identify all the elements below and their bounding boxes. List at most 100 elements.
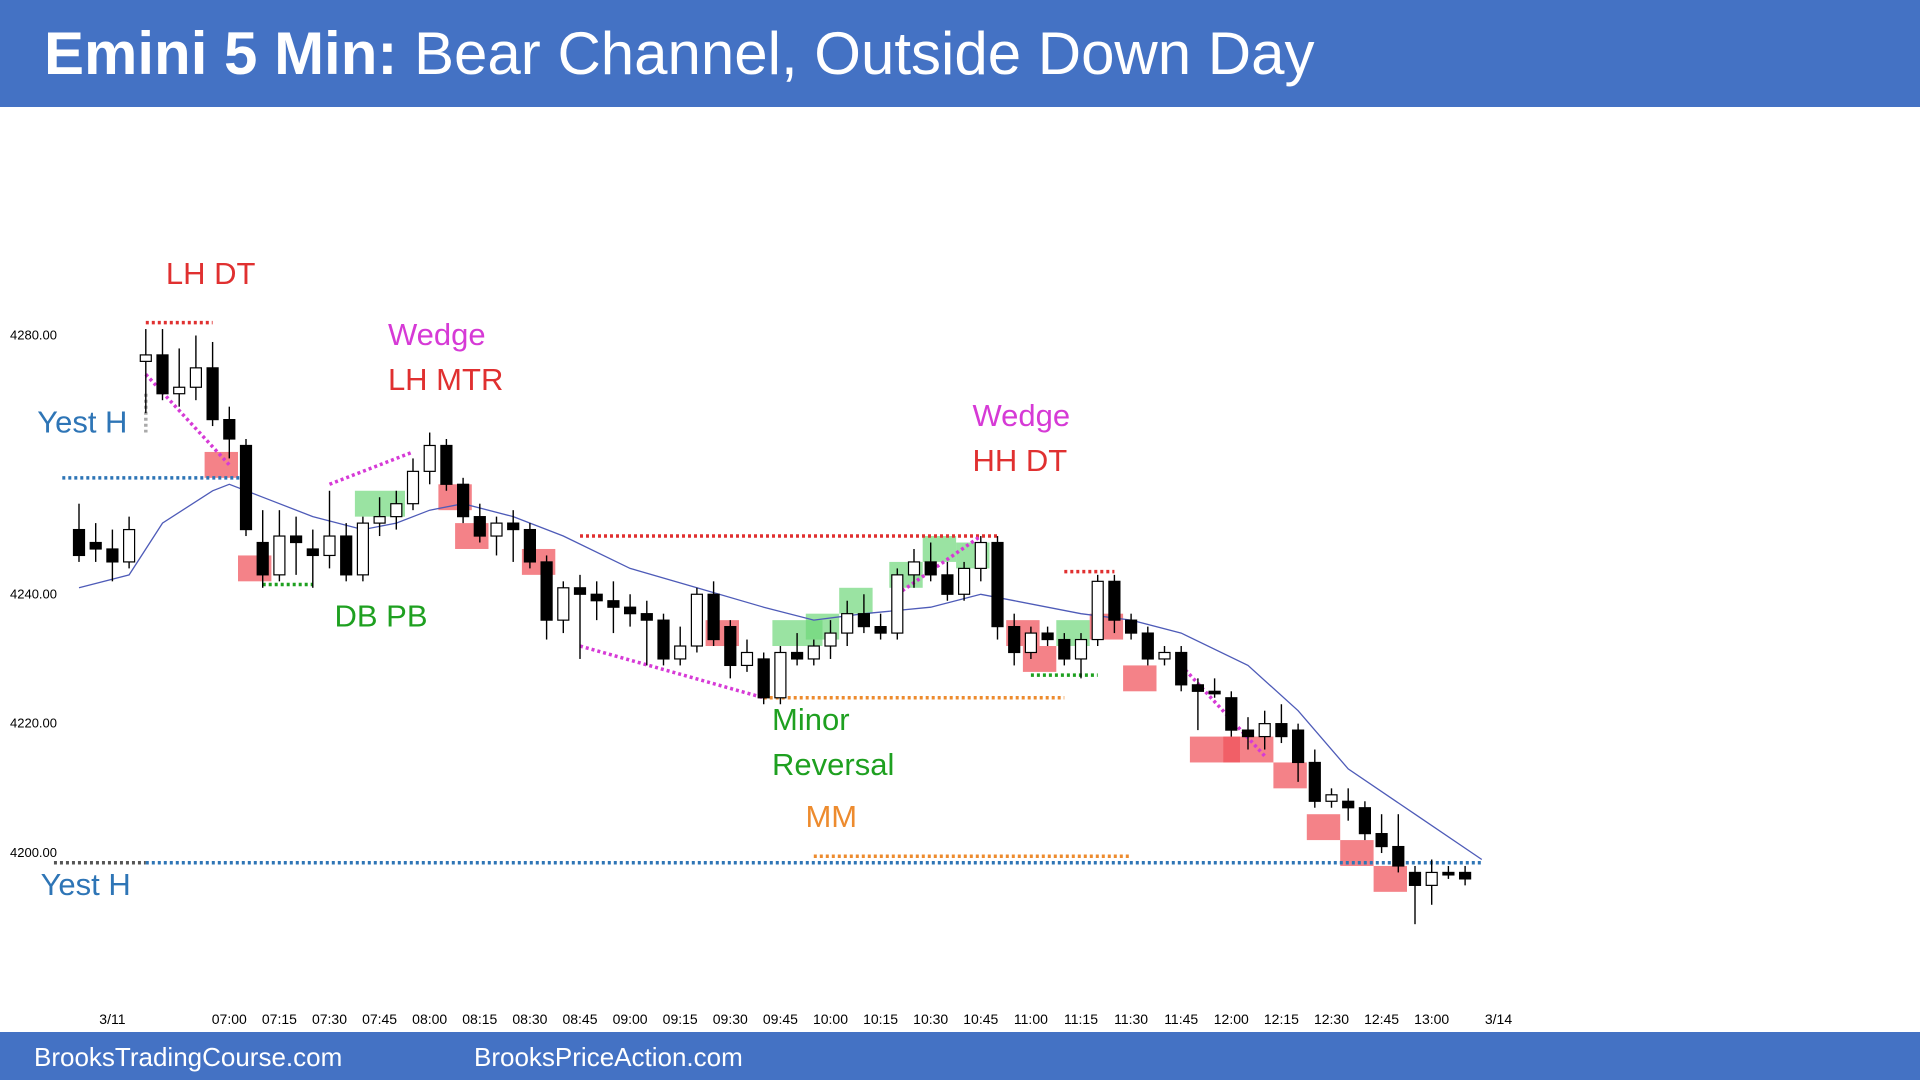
bear-candle-0 bbox=[72, 528, 86, 557]
bear-candle-41 bbox=[757, 658, 770, 699]
bull-candle-25 bbox=[490, 522, 503, 537]
x-tick-label-4: 07:45 bbox=[362, 1011, 397, 1027]
annotation-3-line-0: DB PB bbox=[335, 599, 428, 634]
bear-candle-70 bbox=[1241, 729, 1255, 738]
x-tick-label-1: 07:00 bbox=[212, 1011, 247, 1027]
bear-signal-box-0 bbox=[204, 451, 238, 478]
bull-candle-53 bbox=[957, 567, 971, 595]
bull-candle-40 bbox=[740, 651, 754, 667]
footer-banner: BrooksTradingCourse.com BrooksPriceActio… bbox=[0, 1032, 1920, 1080]
bull-candle-18 bbox=[373, 516, 386, 524]
bear-candle-28 bbox=[540, 561, 553, 621]
bull-candle-6 bbox=[173, 386, 186, 395]
bull-candle-65 bbox=[1158, 651, 1171, 660]
bull-candle-19 bbox=[390, 503, 403, 518]
bear-candle-56 bbox=[1008, 626, 1021, 654]
annotation-1-line-1: LH MTR bbox=[388, 362, 503, 397]
bull-candle-20 bbox=[406, 470, 420, 505]
x-tick-label-6: 08:15 bbox=[462, 1011, 497, 1027]
bear-candle-79 bbox=[1392, 845, 1405, 867]
bear-candle-9 bbox=[223, 419, 236, 440]
x-tick-label-16: 10:45 bbox=[963, 1011, 998, 1027]
page-title: Emini 5 Min: Bear Channel, Outside Down … bbox=[44, 20, 1315, 88]
x-tick-label-10: 09:15 bbox=[663, 1011, 698, 1027]
bear-candle-14 bbox=[306, 548, 319, 557]
bull-candle-37 bbox=[690, 593, 704, 647]
bear-candle-43 bbox=[790, 651, 804, 660]
footer-link-left[interactable]: BrooksTradingCourse.com bbox=[34, 1042, 343, 1072]
x-tick-label-2: 07:15 bbox=[262, 1011, 297, 1027]
bear-candle-68 bbox=[1208, 690, 1221, 695]
bear-candle-26 bbox=[507, 522, 520, 531]
bear-signal-box-20 bbox=[1273, 762, 1307, 789]
x-tick-label-19: 11:30 bbox=[1114, 1011, 1148, 1027]
annotation-6-line-0: MM bbox=[805, 799, 857, 834]
bull-candle-15 bbox=[323, 535, 336, 557]
bull-signal-box-9 bbox=[839, 587, 873, 614]
bear-candle-23 bbox=[457, 483, 470, 518]
trend-line-4 bbox=[1179, 664, 1266, 758]
bear-candle-66 bbox=[1175, 651, 1188, 686]
annotation-0-line-0: LH DT bbox=[166, 256, 256, 291]
bear-candle-48 bbox=[874, 626, 887, 634]
x-tick-label-13: 10:00 bbox=[813, 1011, 848, 1027]
bull-candle-44 bbox=[807, 645, 820, 660]
x-tick-label-24: 12:45 bbox=[1364, 1011, 1399, 1027]
annotation-4-line-0: Wedge bbox=[972, 398, 1070, 433]
bull-candle-54 bbox=[974, 541, 987, 569]
x-tick-label-12: 09:45 bbox=[763, 1011, 798, 1027]
bull-candle-42 bbox=[774, 651, 787, 699]
bear-signal-box-22 bbox=[1340, 840, 1374, 866]
x-tick-label-11: 09:30 bbox=[713, 1011, 748, 1027]
bear-candle-52 bbox=[941, 574, 954, 595]
footer-link-right[interactable]: BrooksPriceAction.com bbox=[474, 1042, 743, 1072]
bull-candle-29 bbox=[557, 587, 570, 621]
bear-candle-51 bbox=[924, 561, 937, 576]
bear-candle-33 bbox=[623, 606, 637, 615]
bull-candle-71 bbox=[1258, 723, 1271, 738]
bear-signal-box-21 bbox=[1306, 814, 1341, 841]
bear-candle-62 bbox=[1108, 580, 1121, 621]
bear-candle-78 bbox=[1375, 833, 1388, 848]
bear-candle-83 bbox=[1458, 871, 1472, 880]
bear-candle-80 bbox=[1408, 871, 1422, 886]
x-tick-label-25: 13:00 bbox=[1414, 1011, 1449, 1027]
x-tick-label-18: 11:15 bbox=[1064, 1011, 1098, 1027]
trend-line-2 bbox=[579, 644, 765, 700]
bear-candle-69 bbox=[1225, 697, 1238, 731]
bear-candle-76 bbox=[1342, 800, 1355, 809]
bear-candle-11 bbox=[256, 541, 269, 576]
bear-signal-box-23 bbox=[1373, 865, 1407, 892]
title-banner: Emini 5 Min: Bear Channel, Outside Down … bbox=[0, 0, 1920, 107]
bear-candle-72 bbox=[1275, 723, 1288, 738]
x-tick-label-8: 08:45 bbox=[562, 1011, 597, 1027]
bull-candle-36 bbox=[674, 645, 687, 660]
bear-candle-27 bbox=[523, 528, 537, 563]
x-tick-label-9: 09:00 bbox=[613, 1011, 648, 1027]
bull-candle-46 bbox=[841, 613, 854, 634]
y-tick-label-0: 4280.00 bbox=[10, 328, 57, 343]
x-tick-label-26: 3/14 bbox=[1485, 1011, 1512, 1027]
bear-candle-2 bbox=[106, 548, 119, 563]
x-tick-label-22: 12:15 bbox=[1264, 1011, 1299, 1027]
bear-candle-1 bbox=[89, 541, 102, 550]
annotation-2-line-0: Yest H bbox=[37, 405, 127, 440]
bear-candle-77 bbox=[1358, 807, 1372, 835]
annotation-7-line-0: Yest H bbox=[41, 867, 131, 902]
bear-candle-24 bbox=[473, 516, 486, 537]
bear-candle-47 bbox=[857, 613, 871, 628]
bear-candle-67 bbox=[1191, 684, 1205, 692]
title-bold: Emini 5 Min: bbox=[44, 20, 398, 87]
price-chart: 4280.00 4240.00 4220.00 4200.00 3/11 07:00 07:… bbox=[10, 256, 1512, 1027]
trend-line-1 bbox=[328, 450, 414, 486]
bull-candle-81 bbox=[1425, 871, 1438, 886]
bull-candle-50 bbox=[907, 561, 921, 576]
x-tick-label-5: 08:00 bbox=[412, 1011, 447, 1027]
bear-candle-8 bbox=[206, 367, 219, 421]
x-tick-label-23: 12:30 bbox=[1314, 1011, 1349, 1027]
bear-candle-5 bbox=[156, 354, 169, 395]
bear-candle-59 bbox=[1058, 638, 1071, 660]
bull-candle-75 bbox=[1325, 794, 1338, 802]
bull-candle-45 bbox=[824, 632, 837, 647]
bull-candle-61 bbox=[1091, 580, 1104, 641]
